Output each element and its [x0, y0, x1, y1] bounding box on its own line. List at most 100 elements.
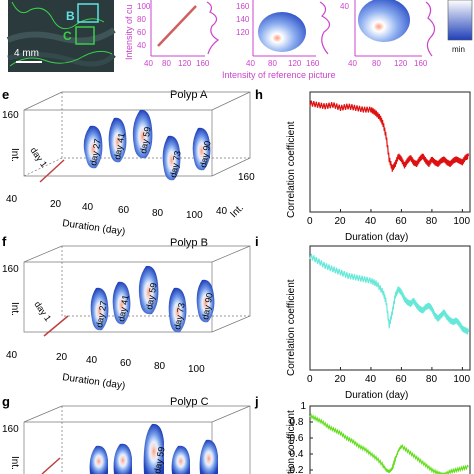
panel-e-xtick-40: 40 — [82, 202, 94, 213]
ytick-label: 0.4 — [290, 449, 304, 460]
xtick-label: 100 — [453, 216, 470, 227]
p2-ytick-120: 120 — [236, 28, 250, 37]
panel-f-xlabel: Duration (day) — [62, 372, 126, 392]
panel-f-day90: day 90 — [200, 292, 215, 320]
panel-f: f Polyp B 160 40 Int. day 1 day 27 day 4… — [2, 234, 251, 392]
p1-xtick-40: 40 — [144, 59, 153, 68]
roi-c-box — [75, 26, 95, 45]
panel-e-letter: e — [2, 87, 9, 102]
panel-e-day41: day 41 — [112, 132, 127, 160]
panel-g-blob-3 — [143, 423, 164, 474]
panel-e-day90: day 90 — [198, 140, 213, 168]
panel-e-xtick-60: 60 — [118, 205, 130, 216]
chart-j-yticks: 1 0.8 0.6 0.4 0.2 — [290, 401, 313, 474]
p1-ytick-40: 40 — [137, 41, 146, 50]
top-ylabel: Intensity of cu — [124, 4, 134, 60]
p1-ytick-80: 80 — [137, 15, 146, 24]
chart-j-series-line — [309, 412, 469, 474]
panel-e-blobs — [83, 109, 211, 181]
chart-j: j tion coefficient 1 0.8 0.6 0.4 0.2 — [254, 394, 471, 474]
panel-g: g Polyp C 160 Int. day 59 — [2, 394, 251, 474]
xtick-label: 20 — [334, 374, 346, 385]
chart-i-xticks: 0 20 40 60 80 100 — [307, 367, 471, 385]
panel-e-blob-day73 — [162, 135, 181, 181]
p1-histogram-right — [206, 1, 220, 55]
panel-e-ztick-40: 40 — [216, 206, 228, 217]
p1-ytick-100: 100 — [137, 2, 151, 11]
chart-i-ylabel: Correlation coefficient — [286, 279, 297, 376]
panel-e-ztick-160: 160 — [238, 172, 255, 183]
panel-e-blob-day59 — [132, 109, 153, 159]
chart-h-series-line — [309, 100, 470, 172]
panel-e-box — [23, 91, 251, 177]
panel-f-ytick-40: 40 — [6, 350, 18, 361]
chart-h-xticks: 0 20 40 60 80 100 — [307, 209, 471, 227]
panel-g-blob-1 — [89, 445, 108, 474]
p2-density-cloud — [258, 12, 306, 52]
panel-g-day59: day 59 — [152, 446, 167, 474]
panel-e-xlabel: Duration (day) — [62, 218, 126, 238]
panel-f-xtick-80: 80 — [154, 361, 166, 372]
roi-c-label: C — [63, 29, 72, 43]
p2-ytick-160: 160 — [236, 2, 250, 11]
chart-h-ylabel: Correlation coefficient — [286, 121, 297, 218]
p3-xtick-40: 40 — [348, 59, 357, 68]
panel-e-day59: day 59 — [138, 126, 153, 154]
ytick-label: 0.2 — [290, 465, 304, 474]
chart-h: h Correlation coefficient Duration (day)… — [255, 87, 471, 243]
panel-e-day73: day 73 — [168, 150, 183, 178]
p3-xtick-120: 120 — [394, 59, 408, 68]
chart-h-frame — [309, 91, 471, 213]
panel-e-ytick-160: 160 — [2, 110, 19, 121]
panel-e-day1-label: day 1 — [28, 145, 49, 169]
p1-xtick-80: 80 — [162, 59, 171, 68]
p2-xtick-80: 80 — [268, 59, 277, 68]
p3-ytick-40: 40 — [340, 2, 349, 11]
panel-f-xtick-100: 100 — [188, 364, 205, 375]
panel-f-day59: day 59 — [144, 282, 159, 310]
panel-f-blobs — [90, 265, 215, 333]
panel-e-ytick-40: 40 — [6, 194, 18, 205]
p2-xtick-160: 160 — [306, 59, 320, 68]
chart-j-letter: j — [254, 394, 259, 409]
colorbar-label: min — [452, 45, 465, 54]
panel-f-blob-day41 — [112, 281, 131, 325]
panel-g-blob-2 — [113, 443, 132, 474]
panel-g-blobs — [89, 423, 218, 474]
chart-i: i Correlation coefficient Duration (day)… — [255, 234, 471, 401]
top-strip: B C 4 mm Intensity of cu 100 80 60 40 40… — [6, 0, 473, 80]
panel-f-blob-day59 — [138, 265, 159, 315]
panel-e-xtick-20: 20 — [50, 199, 62, 210]
panel-g-blob-5 — [199, 439, 218, 474]
panel-e-zlabel: Int. — [228, 203, 246, 221]
xtick-label: 60 — [395, 374, 407, 385]
panel-g-blob-4 — [171, 445, 190, 474]
panel-f-xtick-40: 40 — [86, 355, 98, 366]
chart-h-letter: h — [255, 87, 263, 102]
polyp-microscope-image: B C 4 mm — [6, 0, 116, 72]
ytick-label: 0.6 — [290, 433, 304, 444]
panel-g-letter: g — [2, 394, 10, 409]
panel-f-blob-day27 — [90, 287, 109, 331]
panel-e-day1-line — [39, 159, 65, 183]
panel-f-day41: day 41 — [116, 294, 131, 322]
xtick-label: 80 — [426, 374, 438, 385]
p1-ytick-60: 60 — [137, 28, 146, 37]
panel-f-ytick-160: 160 — [2, 264, 19, 275]
panel-e-day27: day 27 — [88, 138, 103, 166]
chart-j-ylabel: tion coefficient — [286, 410, 297, 474]
panel-f-day1-label: day 1 — [32, 299, 53, 323]
chart-i-xlabel: Duration (day) — [345, 390, 408, 401]
p2-xtick-40: 40 — [246, 59, 255, 68]
xtick-label: 20 — [334, 216, 346, 227]
p3-xtick-80: 80 — [372, 59, 381, 68]
panel-e: e Polyp A 160 40 Int. day 1 day 27 day 4… — [2, 87, 255, 238]
panel-f-day27: day 27 — [94, 300, 109, 328]
panel-g-title: Polyp C — [170, 396, 209, 408]
chart-h-xlabel: Duration (day) — [345, 232, 408, 243]
panel-f-day1-line — [43, 315, 69, 337]
panel-f-xtick-20: 20 — [56, 352, 68, 363]
p3-xtick-160: 160 — [414, 59, 428, 68]
xtick-label: 80 — [426, 216, 438, 227]
